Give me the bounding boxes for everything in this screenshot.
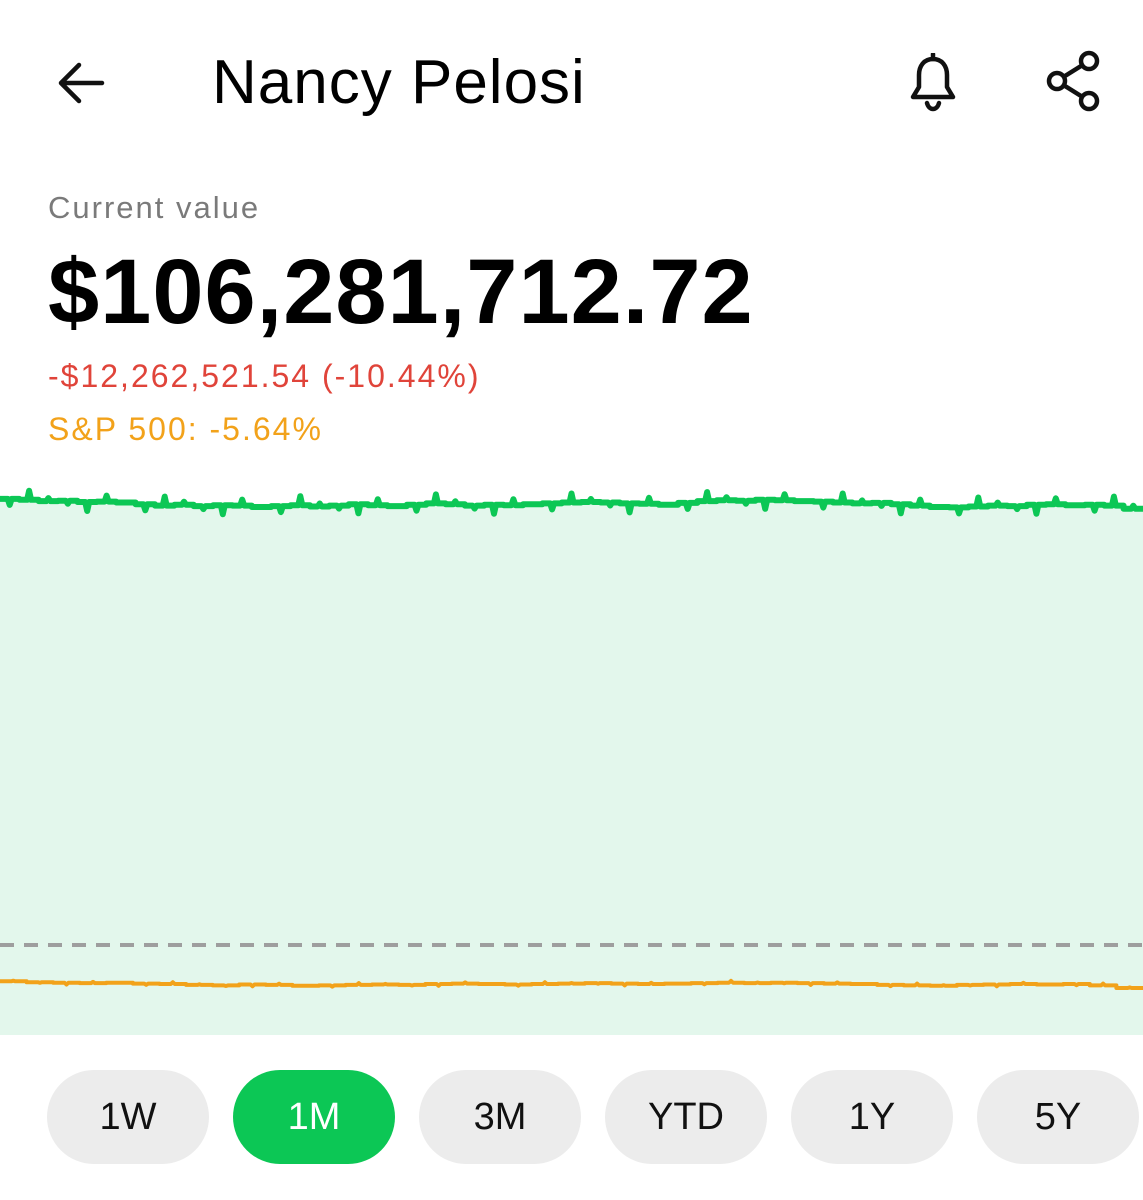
portfolio-line (0, 487, 1143, 518)
arrow-left-icon (58, 62, 105, 104)
benchmark-line (0, 978, 1143, 990)
back-button[interactable] (48, 50, 114, 116)
range-1y-button[interactable]: 1Y (791, 1070, 953, 1164)
chart-svg (0, 480, 1143, 1035)
app-header: Nancy Pelosi (0, 0, 1143, 165)
range-selector: 1W 1M 3M YTD 1Y 5Y (0, 1070, 1143, 1164)
notifications-button[interactable] (900, 50, 966, 116)
range-1w-button[interactable]: 1W (47, 1070, 209, 1164)
value-change: -$12,262,521.54 (-10.44%) (48, 358, 481, 394)
range-1m-button[interactable]: 1M (233, 1070, 395, 1164)
portfolio-area-fill (0, 490, 1143, 1035)
bell-icon (910, 53, 956, 112)
portfolio-chart[interactable] (0, 480, 1143, 1035)
range-5y-button[interactable]: 5Y (977, 1070, 1139, 1164)
current-value-label: Current value (48, 190, 261, 225)
range-3m-button[interactable]: 3M (419, 1070, 581, 1164)
range-ytd-button[interactable]: YTD (605, 1070, 767, 1164)
benchmark-change: S&P 500: -5.64% (48, 411, 323, 447)
page-title: Nancy Pelosi (212, 48, 586, 117)
current-value-amount: $106,281,712.72 (48, 241, 754, 343)
share-button[interactable] (1040, 48, 1106, 114)
share-icon (1046, 50, 1100, 112)
